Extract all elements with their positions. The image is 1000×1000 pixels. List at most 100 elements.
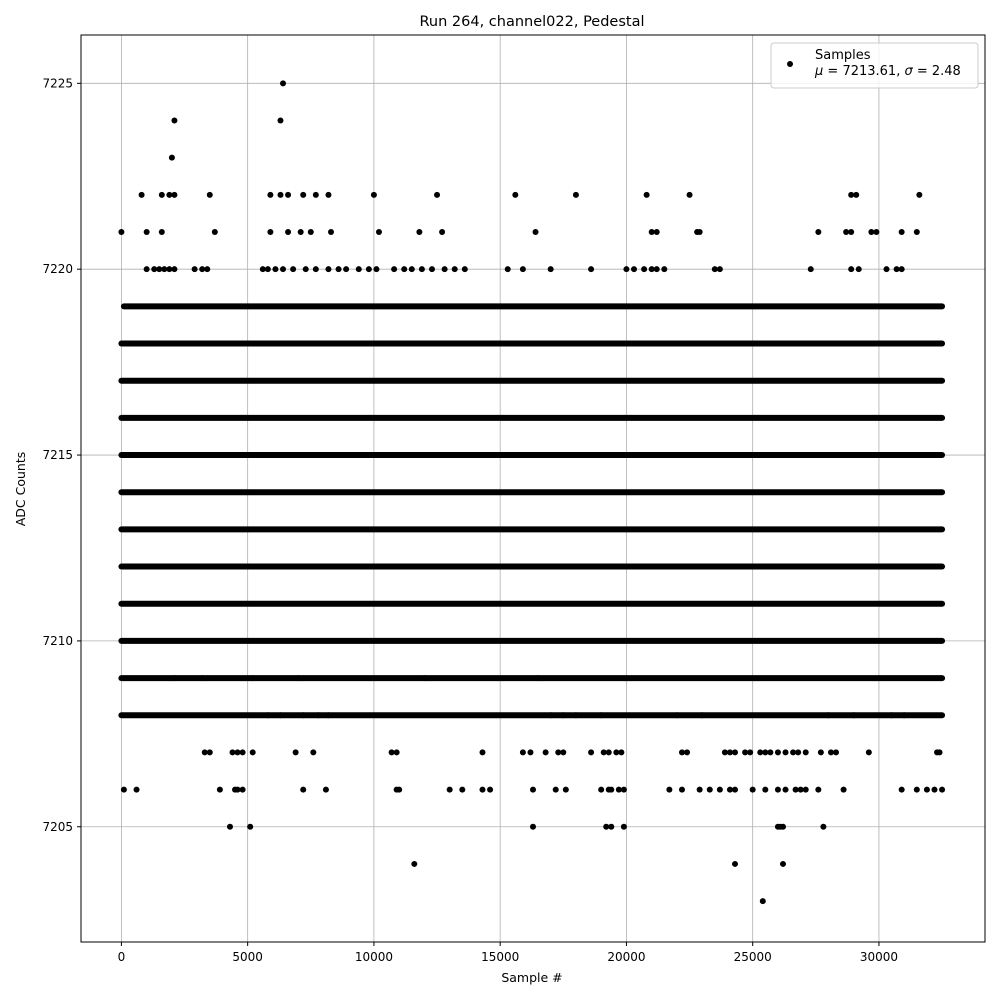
data-point	[807, 266, 814, 273]
data-point	[817, 749, 824, 756]
data-point	[191, 266, 198, 273]
data-point	[661, 266, 668, 273]
data-point	[199, 266, 206, 273]
data-point	[166, 191, 173, 198]
x-tick-label: 5000	[232, 950, 263, 964]
data-point	[913, 229, 920, 236]
data-point	[855, 266, 862, 273]
data-point	[166, 266, 173, 273]
data-point	[519, 266, 526, 273]
data-point	[527, 749, 534, 756]
data-point	[151, 266, 158, 273]
data-point	[825, 712, 832, 719]
legend-series-label: Samples	[815, 48, 871, 63]
data-point	[939, 786, 946, 793]
data-point	[600, 749, 607, 756]
data-point	[936, 749, 943, 756]
data-point	[292, 749, 299, 756]
data-point	[868, 229, 875, 236]
data-point	[716, 786, 723, 793]
data-point	[923, 786, 930, 793]
data-point	[479, 786, 486, 793]
data-point	[762, 786, 769, 793]
data-point	[388, 749, 395, 756]
data-point	[643, 191, 650, 198]
data-point	[706, 786, 713, 793]
data-point	[300, 786, 307, 793]
data-point	[850, 712, 857, 719]
data-point	[623, 266, 630, 273]
data-point	[873, 229, 880, 236]
data-point	[530, 786, 536, 793]
data-point	[747, 749, 754, 756]
data-point	[572, 191, 579, 198]
data-point	[605, 749, 612, 756]
data-point	[782, 786, 789, 793]
data-point	[315, 712, 322, 719]
data-point	[721, 749, 728, 756]
data-point	[247, 823, 254, 830]
data-point	[696, 786, 703, 793]
data-point	[211, 229, 218, 236]
data-point	[312, 191, 319, 198]
data-point	[560, 749, 567, 756]
legend-sigma-value: = 2.48	[913, 64, 961, 79]
data-point	[901, 712, 908, 719]
data-point	[840, 786, 847, 793]
data-point	[560, 712, 567, 719]
data-point	[259, 266, 266, 273]
data-point	[620, 786, 627, 793]
data-point	[648, 266, 655, 273]
data-point	[391, 266, 398, 273]
x-tick-label: 20000	[607, 950, 645, 964]
data-point	[759, 898, 766, 905]
data-point	[673, 712, 680, 719]
data-point	[535, 675, 542, 682]
data-point	[421, 675, 428, 682]
data-point	[916, 191, 923, 198]
data-point	[335, 266, 342, 273]
data-point	[325, 266, 332, 273]
data-point	[290, 266, 297, 273]
data-point	[598, 712, 605, 719]
legend-mu-symbol: μ	[814, 64, 823, 79]
data-point	[171, 117, 178, 124]
data-point	[355, 266, 362, 273]
data-point	[598, 786, 605, 793]
data-point	[300, 712, 307, 719]
data-point	[201, 749, 208, 756]
data-point	[307, 229, 314, 236]
data-point	[487, 786, 494, 793]
data-point	[696, 229, 703, 236]
data-point	[133, 786, 140, 793]
data-point	[272, 266, 279, 273]
data-point	[280, 80, 287, 87]
data-point	[267, 229, 274, 236]
data-point	[171, 266, 178, 273]
x-tick-label: 10000	[355, 950, 393, 964]
data-point	[732, 860, 739, 867]
data-point	[411, 860, 418, 867]
x-axis-label: Sample #	[501, 970, 562, 985]
y-tick-label: 7205	[42, 820, 73, 834]
data-point	[439, 229, 446, 236]
data-point	[774, 749, 781, 756]
data-point	[280, 266, 287, 273]
data-point	[653, 266, 660, 273]
data-point	[322, 786, 329, 793]
data-point	[401, 266, 408, 273]
data-point	[931, 786, 938, 793]
data-point	[641, 266, 648, 273]
data-point	[199, 675, 206, 682]
data-point	[893, 266, 900, 273]
data-point	[686, 191, 693, 198]
y-tick-label: 7220	[42, 262, 73, 276]
x-axis-ticks: 0 5000 10000 15000 20000 25000 30000	[118, 942, 898, 964]
data-point	[396, 786, 403, 793]
data-point	[416, 229, 423, 236]
data-point	[239, 749, 246, 756]
data-point	[843, 229, 850, 236]
x-tick-label: 30000	[860, 950, 898, 964]
data-point	[547, 712, 554, 719]
data-point	[608, 786, 615, 793]
